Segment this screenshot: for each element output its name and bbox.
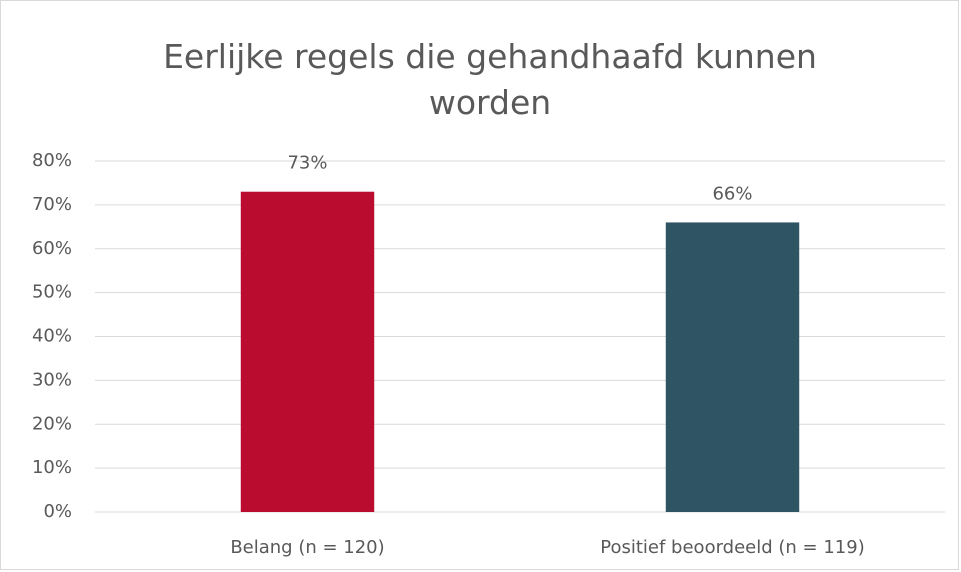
- bar: [665, 222, 800, 513]
- y-tick-label: 30%: [32, 369, 72, 390]
- y-tick-label: 40%: [32, 326, 72, 347]
- y-tick-label: 20%: [32, 413, 72, 434]
- data-label: 66%: [712, 183, 752, 204]
- y-tick-label: 10%: [32, 457, 72, 478]
- bar: [240, 191, 375, 512]
- y-tick-label: 70%: [32, 194, 72, 215]
- x-tick-label: Positief beoordeeld (n = 119): [600, 537, 864, 558]
- y-tick-label: 60%: [32, 238, 72, 259]
- chart-title: Eerlijke regels die gehandhaafd kunnen w…: [163, 37, 817, 122]
- y-tick-label: 0%: [43, 501, 72, 522]
- y-tick-label: 80%: [32, 150, 72, 171]
- y-tick-label: 50%: [32, 282, 72, 303]
- data-label: 73%: [287, 153, 327, 174]
- x-tick-label: Belang (n = 120): [230, 537, 384, 558]
